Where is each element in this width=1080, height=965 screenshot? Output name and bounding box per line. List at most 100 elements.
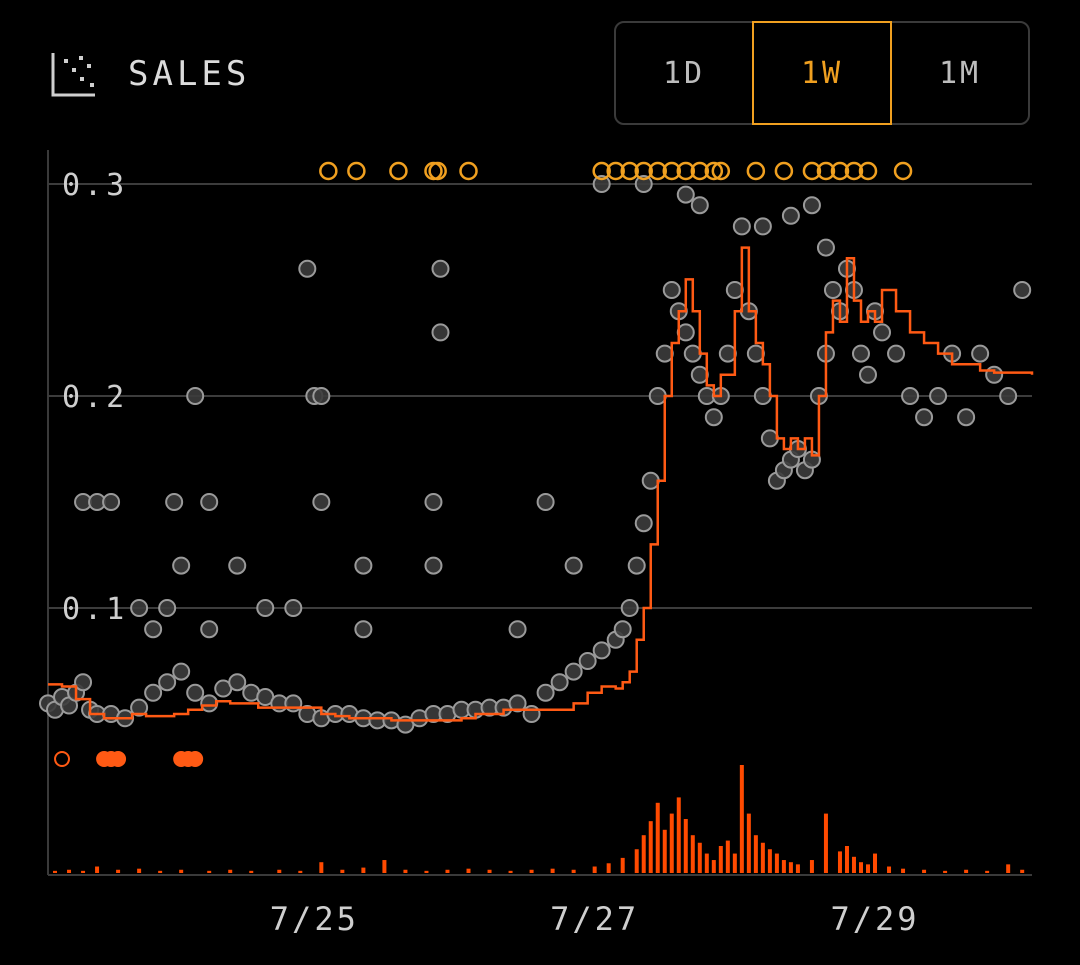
sale-point	[690, 365, 709, 384]
volume-bar	[249, 870, 254, 873]
sale-point	[284, 599, 303, 617]
sale-point	[592, 641, 611, 660]
sale-point	[690, 196, 709, 215]
sale-point	[627, 556, 646, 575]
sale-point	[999, 387, 1018, 405]
sale-point	[592, 175, 611, 193]
volume-bar	[823, 813, 828, 873]
sale-point	[431, 259, 450, 278]
sale-point	[732, 217, 751, 236]
sale-point-above-range	[893, 161, 913, 181]
volume-bar	[606, 863, 611, 873]
sale-point	[915, 408, 934, 427]
volume-bar	[851, 856, 856, 873]
sale-point	[354, 620, 373, 639]
sale-point-above-range	[389, 161, 408, 181]
sale-point	[929, 387, 948, 405]
sale-point	[102, 493, 121, 511]
range-option-1w[interactable]: 1W	[752, 21, 892, 125]
volume-bar	[340, 869, 345, 873]
sale-point	[158, 599, 177, 617]
sale-point	[676, 185, 695, 204]
sale-point	[816, 238, 835, 257]
volume-bar	[725, 840, 730, 873]
volume-bar	[662, 829, 667, 873]
sale-point	[284, 694, 303, 713]
sale-point	[873, 323, 892, 342]
sale-point-above-range	[347, 161, 366, 181]
sale-point	[985, 365, 1004, 384]
x-tick-label: 7/29	[830, 900, 919, 938]
sale-point	[564, 556, 583, 575]
volume-bar	[866, 864, 870, 873]
sale-point-above-range	[774, 161, 794, 181]
volume-bar	[837, 851, 842, 873]
volume-bar	[641, 835, 646, 873]
sale-point	[641, 471, 660, 490]
volume-bar	[887, 866, 892, 873]
sale-point	[753, 387, 772, 405]
sale-point-above-range	[428, 161, 447, 181]
volume-bar	[943, 870, 948, 873]
sale-point	[718, 344, 737, 363]
sale-point-above-range	[746, 161, 766, 181]
sale-point	[746, 344, 765, 363]
volume-bar	[711, 860, 716, 873]
sale-point-above-range	[620, 161, 639, 181]
sale-point	[725, 281, 744, 299]
sale-point-above-range	[816, 161, 836, 181]
chart-header: SALES	[50, 48, 250, 100]
scatter-chart-icon	[51, 53, 95, 97]
sale-point	[550, 673, 569, 692]
sale-point	[200, 493, 219, 511]
sale-point	[144, 620, 163, 639]
sale-point	[1013, 281, 1032, 299]
sale-point	[753, 217, 772, 236]
sale-point	[564, 662, 583, 681]
sale-point-above-range	[830, 161, 850, 181]
volume-bar	[676, 797, 681, 873]
sale-point	[760, 429, 779, 448]
volume-bar	[718, 846, 723, 873]
floor-price-line	[48, 246, 1034, 722]
sale-point	[130, 698, 149, 717]
sale-point-above-range	[648, 161, 667, 181]
sale-point-above-range	[802, 161, 822, 181]
sale-point-above-range	[844, 161, 864, 181]
volume-bar	[81, 870, 86, 873]
volume-bar	[1006, 864, 1011, 873]
volume-bar	[137, 868, 142, 873]
sale-point-above-range	[319, 161, 338, 181]
volume-bar	[873, 853, 878, 873]
sale-point	[957, 408, 976, 427]
volume-bar	[319, 862, 324, 873]
sale-point	[802, 196, 821, 215]
x-tick-label: 7/25	[270, 900, 359, 938]
range-option-1m[interactable]: 1M	[938, 55, 982, 91]
sale-point	[298, 259, 317, 278]
x-tick-label: 7/27	[550, 900, 639, 938]
sale-point	[634, 514, 653, 533]
sale-point-above-range	[662, 161, 682, 181]
volume-bar	[277, 869, 282, 873]
sale-point	[228, 556, 247, 575]
sale-point	[508, 694, 527, 713]
volume-bar	[382, 860, 387, 873]
sale-point-above-range	[690, 161, 710, 181]
sale-point	[823, 281, 842, 299]
sale-point-below-range	[54, 751, 71, 767]
time-range-selector: 1D 1W 1M	[614, 21, 1030, 125]
sale-point	[312, 493, 331, 511]
sale-point	[620, 599, 639, 617]
sale-point	[74, 673, 93, 692]
sale-point	[613, 620, 632, 639]
sale-point	[186, 683, 205, 702]
sale-point	[186, 387, 205, 405]
range-option-1d[interactable]: 1D	[662, 55, 706, 91]
sale-point	[578, 652, 597, 670]
sale-point	[887, 344, 906, 363]
sale-point	[130, 599, 149, 617]
sale-point-above-range	[634, 161, 653, 181]
sale-point	[256, 599, 275, 617]
sale-point	[424, 556, 443, 575]
